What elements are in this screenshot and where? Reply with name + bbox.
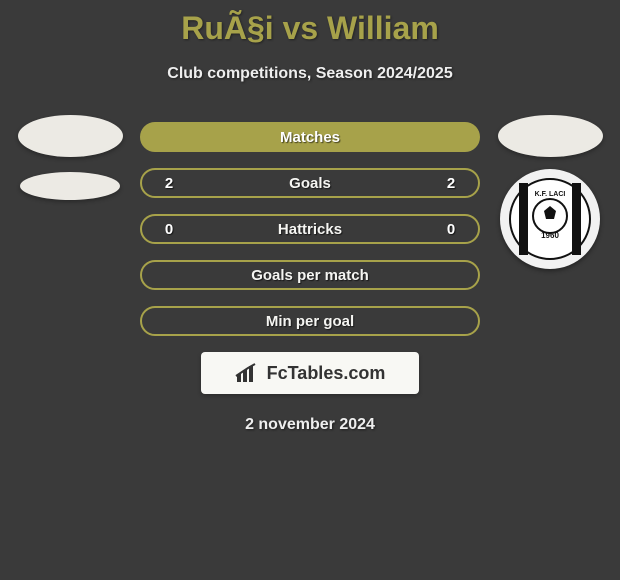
- stat-row-hattricks: 0 Hattricks 0: [140, 214, 480, 244]
- bar-chart-icon: [235, 362, 261, 384]
- subtitle: Club competitions, Season 2024/2025: [0, 65, 620, 83]
- stat-label: Hattricks: [184, 221, 436, 238]
- stat-row-min-per-goal: Min per goal: [140, 306, 480, 336]
- stat-row-goals-per-match: Goals per match: [140, 260, 480, 290]
- stat-label: Matches: [184, 129, 436, 146]
- stat-row-goals: 2 Goals 2: [140, 168, 480, 198]
- stat-left-value: 0: [154, 221, 184, 238]
- stats-table: Matches 2 Goals 2 0 Hattricks 0 Goals pe…: [140, 122, 480, 434]
- left-team-placeholder-2: [20, 172, 120, 200]
- stat-label: Goals per match: [184, 267, 436, 284]
- snapshot-date: 2 november 2024: [140, 416, 480, 434]
- watermark-text: FcTables.com: [267, 363, 386, 384]
- svg-text:1960: 1960: [541, 231, 559, 240]
- kf-laci-badge-icon: K.F. LACI 1960: [509, 178, 591, 260]
- page-title: RuÃ§i vs William: [0, 0, 620, 47]
- right-team-placeholder: [498, 115, 603, 157]
- stat-label: Min per goal: [184, 313, 436, 330]
- right-team-column: K.F. LACI 1960: [490, 115, 610, 269]
- left-team-placeholder-1: [18, 115, 123, 157]
- right-team-badge: K.F. LACI 1960: [500, 169, 600, 269]
- stat-left-value: 2: [154, 175, 184, 192]
- stat-label: Goals: [184, 175, 436, 192]
- svg-text:K.F. LACI: K.F. LACI: [535, 191, 566, 198]
- stat-right-value: 0: [436, 221, 466, 238]
- fctables-watermark: FcTables.com: [201, 352, 419, 394]
- left-team-column: [10, 115, 130, 200]
- stat-right-value: 2: [436, 175, 466, 192]
- stat-row-matches: Matches: [140, 122, 480, 152]
